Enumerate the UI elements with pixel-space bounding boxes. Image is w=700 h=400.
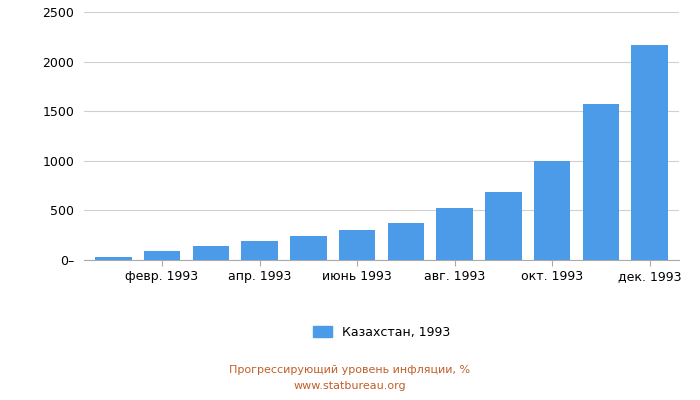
Bar <box>485 192 522 260</box>
Bar <box>241 241 278 260</box>
Bar <box>436 208 473 260</box>
Bar <box>534 161 570 260</box>
Bar <box>290 236 327 260</box>
Bar <box>193 246 229 260</box>
Bar <box>144 251 181 260</box>
Text: www.statbureau.org: www.statbureau.org <box>294 381 406 391</box>
Bar <box>95 256 132 260</box>
Bar <box>582 104 620 260</box>
Bar <box>631 45 668 260</box>
Legend: Казахстан, 1993: Казахстан, 1993 <box>308 321 455 344</box>
Bar <box>388 223 424 260</box>
Bar <box>339 230 375 260</box>
Text: Прогрессирующий уровень инфляции, %: Прогрессирующий уровень инфляции, % <box>230 365 470 375</box>
